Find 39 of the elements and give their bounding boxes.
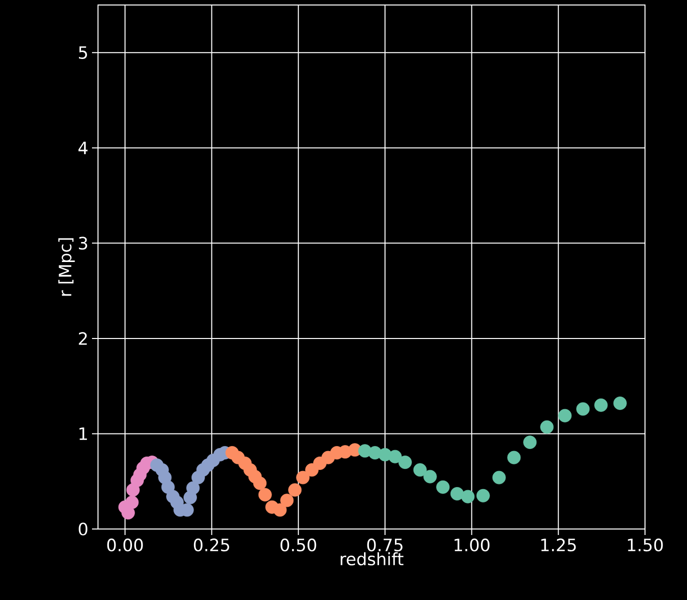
point <box>594 398 608 412</box>
point <box>388 450 402 464</box>
point <box>423 470 437 484</box>
point <box>540 420 554 434</box>
point <box>398 456 412 470</box>
point <box>186 481 200 495</box>
point <box>576 402 590 416</box>
point <box>273 503 287 517</box>
point <box>253 476 267 490</box>
point <box>413 463 427 477</box>
x-tick-label: 1.25 <box>541 538 576 552</box>
x-tick-label: 0.75 <box>367 538 402 552</box>
y-tick-label: 2 <box>78 332 87 345</box>
point <box>461 490 475 504</box>
y-tick-label: 0 <box>78 522 88 536</box>
point <box>613 396 627 410</box>
x-axis-title: redshift <box>340 552 404 566</box>
y-tick-label: 3 <box>78 236 88 250</box>
y-tick-label: 1 <box>80 428 87 440</box>
y-tick-label: 4 <box>78 142 88 154</box>
point <box>558 408 572 422</box>
point <box>436 480 450 494</box>
x-tick-label: 1.50 <box>628 538 663 552</box>
x-tick-label: 1.00 <box>454 538 490 552</box>
y-axis-title: r [Mpc] <box>58 238 75 296</box>
point <box>507 450 521 464</box>
point <box>280 494 294 508</box>
point <box>523 436 537 449</box>
point <box>288 483 302 497</box>
x-tick-label: 0.00 <box>107 538 143 552</box>
x-tick-label: 0.50 <box>280 538 316 552</box>
x-tick-label: 0.25 <box>194 538 230 552</box>
point <box>450 487 464 500</box>
point <box>296 470 310 484</box>
point <box>476 488 490 502</box>
point <box>258 488 272 502</box>
y-tick-label: 5 <box>78 46 87 59</box>
point <box>125 496 139 510</box>
point <box>492 470 506 484</box>
